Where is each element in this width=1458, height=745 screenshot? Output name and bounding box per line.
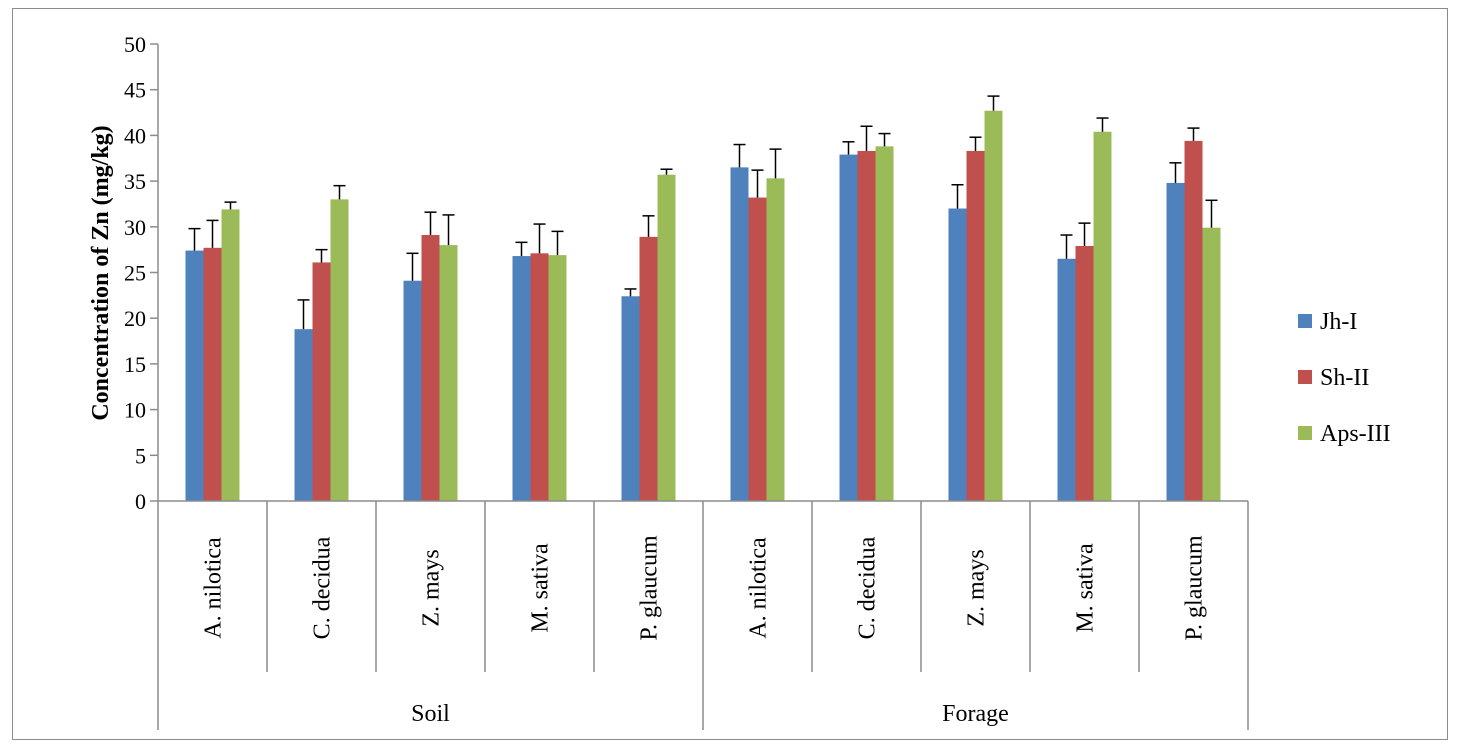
- bar-sh-ii-7: [966, 150, 985, 502]
- bar-sh-ii-5: [748, 197, 767, 501]
- y-axis-title-group: Concentration of Zn (mg/kg): [88, 125, 114, 420]
- bars-layer: [185, 110, 1221, 502]
- legend-label-jh-i: Jh-I: [1320, 309, 1357, 335]
- legend-swatch-jh-i: [1298, 314, 1312, 328]
- bar-jh-i-6: [839, 154, 858, 501]
- bar-sh-ii-0: [203, 247, 222, 501]
- bar-aps-iii-5: [766, 178, 785, 501]
- group-label-soil: Soil: [411, 701, 450, 727]
- bar-sh-ii-9: [1184, 140, 1203, 501]
- bar-aps-iii-0: [221, 209, 240, 501]
- category-label: P. glaucum: [637, 535, 663, 641]
- axes-layer: [150, 43, 1249, 730]
- category-label: Z. mays: [419, 549, 445, 626]
- category-label: P. glaucum: [1182, 535, 1208, 641]
- y-tick-label: 50: [124, 32, 146, 57]
- y-tick-label: 30: [124, 215, 146, 240]
- bar-jh-i-8: [1057, 258, 1076, 501]
- category-label: C. decidua: [310, 536, 336, 639]
- bar-sh-ii-1: [312, 262, 331, 501]
- category-label: M. sativa: [528, 543, 554, 633]
- category-label: A. nilotica: [746, 537, 772, 639]
- bar-jh-i-4: [621, 296, 640, 501]
- legend: Jh-I Sh-II Aps-III: [1298, 309, 1391, 447]
- legend-label-aps-iii: Aps-III: [1320, 421, 1391, 447]
- y-tick-label: 5: [135, 443, 146, 468]
- bar-jh-i-9: [1166, 182, 1185, 502]
- legend-label-sh-ii: Sh-II: [1320, 365, 1369, 391]
- y-axis-title: Concentration of Zn (mg/kg): [88, 125, 114, 420]
- y-tick-label: 10: [124, 398, 146, 423]
- labels-layer: 0 5 10 15 20 25 30 35 40 45 50 A. nilotica C. decidu…: [124, 32, 1208, 727]
- bar-aps-iii-6: [875, 146, 894, 502]
- bar-sh-ii-2: [421, 235, 440, 501]
- bar-jh-i-1: [294, 329, 313, 501]
- legend-swatch-aps-iii: [1298, 426, 1312, 440]
- legend-swatch-sh-ii: [1298, 370, 1312, 384]
- bar-sh-ii-6: [857, 150, 876, 502]
- category-label: A. nilotica: [201, 537, 227, 639]
- category-label: C. decidua: [855, 536, 881, 639]
- category-label: Z. mays: [964, 549, 990, 626]
- bar-aps-iii-8: [1093, 131, 1112, 501]
- bar-jh-i-5: [730, 167, 749, 501]
- y-tick-label: 25: [124, 261, 146, 286]
- y-tick-label: 15: [124, 352, 146, 377]
- error-bars-layer: [188, 95, 1218, 330]
- bar-jh-i-0: [185, 250, 204, 501]
- bar-sh-ii-3: [530, 253, 549, 501]
- bar-aps-iii-1: [330, 199, 349, 501]
- bar-aps-iii-4: [657, 174, 676, 501]
- bar-aps-iii-2: [439, 245, 458, 501]
- category-label: M. sativa: [1073, 543, 1099, 633]
- bar-aps-iii-3: [548, 255, 567, 501]
- bar-jh-i-2: [403, 280, 422, 501]
- bar-sh-ii-8: [1075, 245, 1094, 501]
- y-tick-label: 40: [124, 123, 146, 148]
- y-tick-label: 0: [135, 489, 146, 514]
- bar-jh-i-3: [512, 256, 531, 501]
- y-tick-label: 20: [124, 306, 146, 331]
- y-tick-label: 45: [124, 78, 146, 103]
- y-tick-label: 35: [124, 169, 146, 194]
- bar-aps-iii-9: [1202, 227, 1221, 502]
- bar-sh-ii-4: [639, 236, 658, 501]
- group-label-forage: Forage: [942, 701, 1009, 727]
- bar-jh-i-7: [948, 208, 967, 501]
- bar-aps-iii-7: [984, 110, 1003, 502]
